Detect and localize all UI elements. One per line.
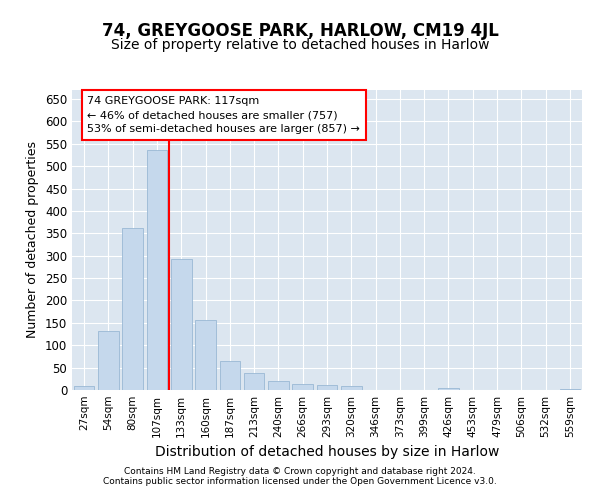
Bar [341, 386, 362, 390]
Text: 74, GREYGOOSE PARK, HARLOW, CM19 4JL: 74, GREYGOOSE PARK, HARLOW, CM19 4JL [101, 22, 499, 40]
Bar [220, 361, 240, 390]
Bar [438, 388, 459, 390]
Bar [244, 373, 265, 390]
Bar [317, 384, 337, 390]
Text: 74 GREYGOOSE PARK: 117sqm
← 46% of detached houses are smaller (757)
53% of semi: 74 GREYGOOSE PARK: 117sqm ← 46% of detac… [88, 96, 360, 134]
Bar [560, 388, 580, 390]
Bar [122, 228, 143, 390]
Bar [146, 150, 167, 390]
X-axis label: Distribution of detached houses by size in Harlow: Distribution of detached houses by size … [155, 446, 499, 460]
Text: Size of property relative to detached houses in Harlow: Size of property relative to detached ho… [111, 38, 489, 52]
Bar [268, 381, 289, 390]
Bar [195, 320, 216, 390]
Bar [74, 386, 94, 390]
Bar [292, 384, 313, 390]
Text: Contains HM Land Registry data © Crown copyright and database right 2024.: Contains HM Land Registry data © Crown c… [124, 467, 476, 476]
Bar [171, 259, 191, 390]
Text: Contains public sector information licensed under the Open Government Licence v3: Contains public sector information licen… [103, 477, 497, 486]
Bar [98, 331, 119, 390]
Y-axis label: Number of detached properties: Number of detached properties [26, 142, 40, 338]
